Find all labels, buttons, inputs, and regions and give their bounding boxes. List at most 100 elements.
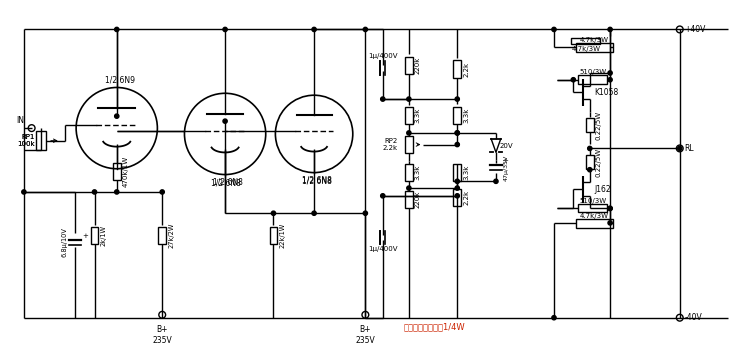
Circle shape [455, 97, 459, 101]
Bar [405, 164, 413, 181]
Text: 1/2 6N9: 1/2 6N9 [105, 76, 135, 84]
Circle shape [587, 168, 592, 172]
Text: 1/2 6N8: 1/2 6N8 [211, 178, 241, 187]
Circle shape [381, 97, 385, 101]
Bar [586, 155, 593, 169]
Circle shape [608, 77, 612, 82]
Circle shape [114, 27, 119, 31]
Text: 3.3k: 3.3k [463, 108, 469, 123]
Bar [453, 107, 461, 124]
Bar [576, 219, 613, 228]
Text: 510/3W: 510/3W [579, 198, 606, 203]
Bar [453, 60, 461, 78]
Text: +: + [82, 233, 88, 239]
Circle shape [363, 27, 368, 31]
Circle shape [114, 114, 119, 118]
Circle shape [223, 27, 227, 31]
Text: IN: IN [16, 116, 24, 125]
Text: 510/3W: 510/3W [579, 69, 606, 75]
Circle shape [455, 131, 459, 135]
Text: 0.22/5W: 0.22/5W [596, 111, 602, 140]
Bar [91, 227, 99, 244]
Circle shape [608, 27, 612, 31]
Circle shape [455, 142, 459, 147]
Text: RP1
100k: RP1 100k [17, 134, 35, 147]
Bar [453, 189, 461, 207]
Text: 3.3k: 3.3k [414, 108, 420, 123]
Circle shape [494, 179, 498, 184]
Bar [576, 43, 613, 52]
Circle shape [552, 27, 556, 31]
Bar [113, 163, 120, 180]
Circle shape [608, 206, 612, 210]
Text: RP2
2.2k: RP2 2.2k [382, 138, 397, 151]
Text: B+
235V: B+ 235V [153, 326, 172, 345]
Bar [270, 227, 277, 244]
Text: 1/2 6N8: 1/2 6N8 [302, 177, 332, 185]
Circle shape [92, 190, 96, 194]
Text: -40V: -40V [684, 313, 702, 322]
Bar [586, 118, 593, 132]
Bar [453, 164, 461, 181]
Text: +: + [503, 158, 508, 164]
Text: RP1
100k: RP1 100k [17, 134, 35, 147]
Text: 20V: 20V [500, 142, 514, 149]
Text: 4.7k/3W: 4.7k/3W [580, 37, 609, 43]
Bar [159, 227, 166, 244]
Text: +40V: +40V [684, 25, 706, 34]
Circle shape [407, 97, 411, 101]
Text: 220k: 220k [414, 191, 420, 208]
Circle shape [455, 186, 459, 190]
Text: 1/2 6N8: 1/2 6N8 [302, 176, 332, 185]
Text: 2.2k: 2.2k [463, 190, 469, 205]
Text: 3.3k: 3.3k [463, 165, 469, 180]
Text: 3.3k: 3.3k [414, 165, 420, 180]
Text: 2.2k: 2.2k [463, 61, 469, 77]
Bar [405, 107, 413, 124]
Circle shape [587, 146, 592, 150]
Circle shape [552, 315, 556, 320]
Bar [405, 191, 413, 208]
Text: 注：未注电阔器为1/4W: 注：未注电阔器为1/4W [404, 322, 465, 331]
Circle shape [160, 190, 165, 194]
Text: 1μ/400V: 1μ/400V [368, 53, 398, 59]
Circle shape [572, 77, 575, 82]
Bar [572, 38, 600, 44]
Text: RL: RL [684, 144, 694, 153]
Bar [36, 131, 46, 150]
Text: 22k/1W: 22k/1W [279, 223, 285, 248]
Text: 1/2 6N8: 1/2 6N8 [213, 177, 243, 186]
Circle shape [407, 186, 411, 190]
Circle shape [381, 194, 385, 198]
Text: 220k: 220k [414, 57, 420, 74]
Circle shape [223, 119, 227, 123]
Circle shape [455, 131, 459, 135]
Text: 1μ/400V: 1μ/400V [368, 246, 398, 252]
Text: K1058: K1058 [595, 88, 619, 97]
Text: 470k/1W: 470k/1W [123, 156, 129, 187]
Text: 27k/2W: 27k/2W [168, 223, 174, 248]
Bar [578, 203, 607, 212]
Circle shape [312, 27, 317, 31]
Text: 6.8μ/10V: 6.8μ/10V [62, 227, 68, 257]
Circle shape [271, 211, 275, 215]
Circle shape [407, 131, 411, 135]
Circle shape [312, 211, 317, 215]
Text: 0.22/5W: 0.22/5W [596, 147, 602, 177]
Bar [405, 57, 413, 74]
Circle shape [114, 190, 119, 194]
Bar [405, 136, 413, 153]
Text: J162: J162 [595, 185, 611, 194]
Circle shape [678, 146, 682, 150]
Text: 2k/1W: 2k/1W [100, 225, 106, 246]
Circle shape [608, 206, 612, 210]
Circle shape [363, 211, 368, 215]
Bar [578, 75, 607, 84]
Text: 4.7k/3W: 4.7k/3W [580, 213, 609, 219]
Circle shape [22, 190, 26, 194]
Circle shape [455, 179, 459, 184]
Circle shape [455, 194, 459, 198]
Circle shape [608, 221, 612, 225]
Text: 4.7k/3W: 4.7k/3W [572, 46, 600, 52]
Circle shape [608, 71, 612, 75]
